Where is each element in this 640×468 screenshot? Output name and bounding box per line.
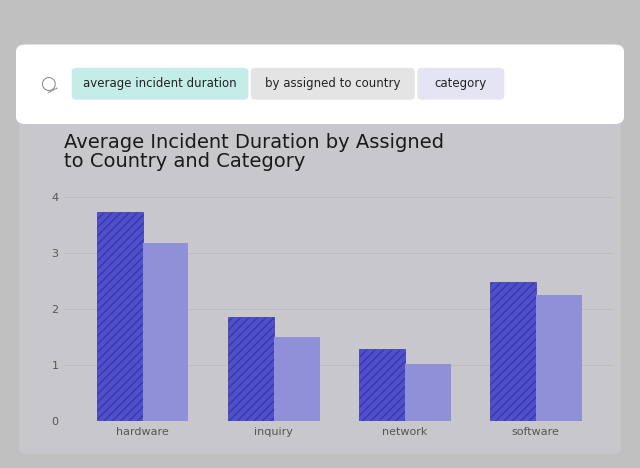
Text: /: / [46, 84, 59, 96]
Text: ○: ○ [40, 75, 56, 93]
Text: Average Incident Duration by Assigned: Average Incident Duration by Assigned [64, 133, 444, 153]
Bar [143, 242, 189, 421]
Text: average incident duration: average incident duration [83, 77, 237, 90]
Bar [404, 364, 451, 421]
Text: to Country and Category: to Country and Category [64, 152, 305, 171]
Bar [536, 295, 582, 421]
Bar [274, 337, 319, 421]
Bar [228, 317, 274, 421]
Bar [97, 212, 143, 421]
Text: by assigned to country: by assigned to country [265, 77, 401, 90]
Text: category: category [435, 77, 487, 90]
Bar [490, 282, 536, 421]
Bar [359, 349, 404, 421]
